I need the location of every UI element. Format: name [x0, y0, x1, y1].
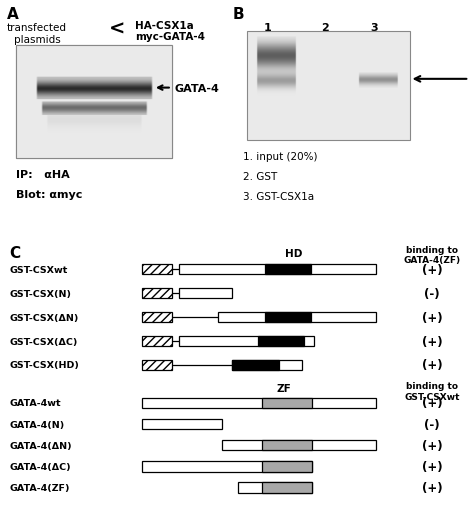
Bar: [179, 264, 376, 275]
Bar: [142, 312, 172, 323]
Text: 3: 3: [370, 23, 378, 33]
Bar: [222, 440, 376, 450]
Bar: [179, 288, 232, 298]
Text: (-): (-): [424, 418, 440, 431]
Text: HD: HD: [285, 249, 303, 259]
Text: 1. input (20%): 1. input (20%): [243, 152, 317, 162]
Bar: [142, 419, 222, 429]
Text: 1: 1: [264, 23, 272, 33]
Bar: [247, 32, 410, 140]
Bar: [219, 312, 376, 323]
Text: Blot: αmyc: Blot: αmyc: [16, 190, 82, 200]
Text: ZF: ZF: [276, 383, 291, 393]
Bar: [179, 336, 314, 346]
Text: A: A: [7, 7, 18, 22]
Bar: [16, 45, 172, 158]
Text: HA-CSX1a
myc-GATA-4: HA-CSX1a myc-GATA-4: [135, 21, 205, 42]
Text: GST-CSX(ΔC): GST-CSX(ΔC): [9, 337, 78, 346]
Text: 2: 2: [321, 23, 329, 33]
Text: (+): (+): [422, 481, 442, 494]
Text: GATA-4: GATA-4: [158, 83, 219, 93]
Bar: [142, 336, 172, 346]
Bar: [232, 360, 279, 371]
Bar: [262, 440, 312, 450]
Text: GST-CSXwt: GST-CSXwt: [9, 265, 68, 274]
Text: GATA-4(N): GATA-4(N): [9, 420, 64, 429]
Text: GATA-4(ZF): GATA-4(ZF): [9, 483, 70, 492]
Bar: [262, 482, 312, 493]
Text: (+): (+): [422, 311, 442, 324]
Text: (+): (+): [422, 460, 442, 473]
Bar: [265, 264, 311, 275]
Text: (+): (+): [422, 439, 442, 452]
Text: GST-CSX(N): GST-CSX(N): [9, 289, 72, 298]
Text: (+): (+): [422, 359, 442, 372]
Bar: [265, 312, 311, 323]
Text: C: C: [9, 245, 20, 260]
Bar: [142, 398, 376, 408]
Text: (-): (-): [424, 287, 440, 300]
Text: GST-CSX(HD): GST-CSX(HD): [9, 361, 79, 370]
Bar: [142, 360, 172, 371]
Text: binding to
GATA-4(ZF): binding to GATA-4(ZF): [403, 245, 461, 265]
Bar: [258, 336, 304, 346]
Text: <: <: [109, 19, 126, 38]
Text: (+): (+): [422, 396, 442, 410]
Text: GATA-4wt: GATA-4wt: [9, 398, 61, 408]
Text: (+): (+): [422, 263, 442, 276]
Text: (+): (+): [422, 335, 442, 348]
Text: binding to
GST-CSXwt: binding to GST-CSXwt: [404, 381, 460, 401]
Bar: [238, 482, 312, 493]
Bar: [142, 462, 312, 472]
Text: transfected
plasmids: transfected plasmids: [7, 23, 67, 44]
Bar: [16, 45, 172, 158]
Text: B: B: [233, 7, 245, 22]
Bar: [142, 264, 172, 275]
Text: GST-CSX(ΔN): GST-CSX(ΔN): [9, 313, 79, 322]
Text: GATA-4(ΔN): GATA-4(ΔN): [9, 441, 72, 450]
Bar: [142, 288, 172, 298]
Text: 3. GST-CSX1a: 3. GST-CSX1a: [243, 192, 314, 202]
Text: IP:   αHA: IP: αHA: [16, 170, 69, 179]
Text: GATA-4(ΔC): GATA-4(ΔC): [9, 462, 71, 471]
Bar: [262, 398, 312, 408]
Text: 2. GST: 2. GST: [243, 172, 277, 182]
Bar: [232, 360, 302, 371]
Bar: [262, 462, 312, 472]
